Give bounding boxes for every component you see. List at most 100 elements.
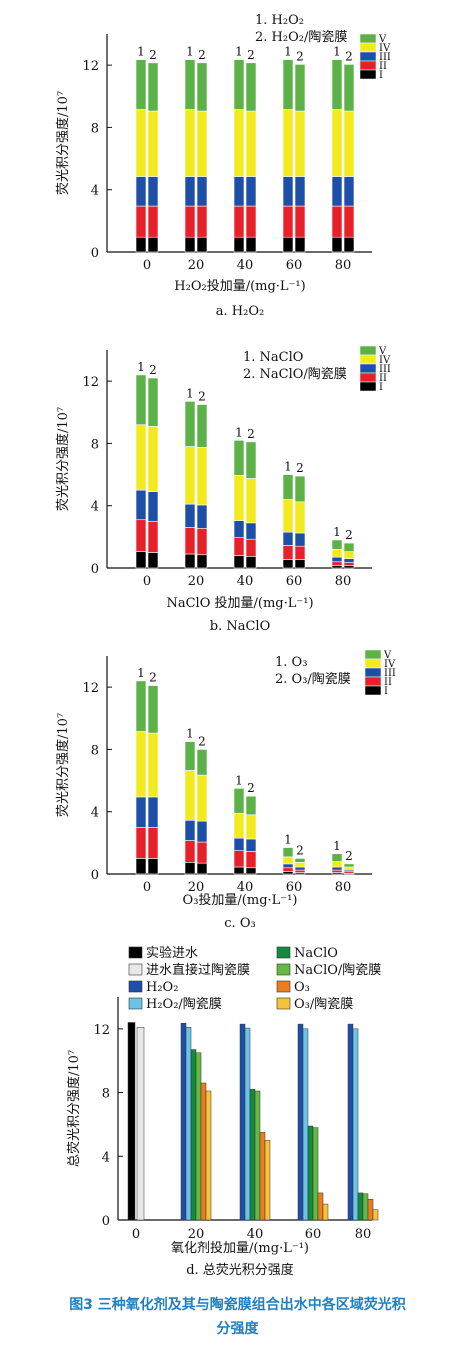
x-tick-label: 80 bbox=[335, 574, 352, 589]
stack-segment-v bbox=[282, 474, 294, 500]
total-bar bbox=[372, 1209, 379, 1221]
x-tick-label: 80 bbox=[335, 258, 352, 273]
total-bar bbox=[352, 1028, 359, 1221]
stack-segment-v bbox=[331, 539, 343, 550]
total-bar bbox=[195, 1052, 202, 1221]
legend-label: NaClO/陶瓷膜 bbox=[294, 962, 381, 978]
legend-label: NaClO bbox=[294, 946, 338, 961]
stack-segment-iii bbox=[135, 796, 147, 828]
legend-region-label: III bbox=[379, 52, 391, 63]
stack-segment-ii bbox=[233, 850, 245, 868]
stack-segment-v bbox=[233, 59, 245, 110]
bar-number-label: 1 bbox=[333, 839, 341, 853]
legend-label: 1. NaClO bbox=[243, 350, 303, 365]
bar-number-label: 2 bbox=[345, 528, 353, 542]
legend-swatch-ii bbox=[364, 676, 382, 687]
legend-swatch-iii bbox=[364, 667, 382, 678]
total-bar bbox=[367, 1199, 374, 1221]
y-tick-label: 0 bbox=[91, 246, 99, 261]
stack-segment-iv bbox=[331, 861, 343, 868]
stack-segment-iii bbox=[294, 532, 306, 547]
stack-segment-ii bbox=[282, 545, 294, 560]
bar-number-label: 1 bbox=[137, 360, 145, 374]
stack-segment-i bbox=[331, 565, 343, 569]
x-tick-label: 60 bbox=[286, 880, 303, 895]
bar-number-label: 1 bbox=[235, 773, 243, 787]
stack-segment-ii bbox=[245, 538, 257, 557]
stack-segment-v bbox=[245, 441, 257, 479]
bar-number-label: 2 bbox=[296, 461, 304, 475]
total-bar bbox=[127, 1022, 136, 1221]
y-tick-label: 0 bbox=[102, 1214, 110, 1229]
total-bar bbox=[244, 1027, 251, 1221]
legend-region-label: III bbox=[384, 668, 396, 679]
bar-number-label: 2 bbox=[247, 427, 255, 441]
legend-label: 进水直接过陶瓷膜 bbox=[146, 962, 250, 978]
legend-swatch-i bbox=[364, 685, 382, 696]
stack-segment-iii bbox=[233, 520, 245, 538]
y-tick-label: 8 bbox=[91, 437, 99, 452]
x-tick-label: 80 bbox=[335, 880, 352, 895]
stack-segment-ii bbox=[147, 520, 159, 553]
stack-segment-iii bbox=[196, 176, 208, 207]
total-bar bbox=[307, 1125, 314, 1221]
stack-segment-i bbox=[245, 236, 257, 253]
stack-segment-iii bbox=[331, 866, 343, 871]
stack-segment-ii bbox=[294, 545, 306, 560]
stack-segment-iii bbox=[233, 176, 245, 207]
legend-swatch-v bbox=[364, 649, 382, 660]
stack-segment-ii bbox=[233, 537, 245, 556]
chart-title: c. O₃ bbox=[224, 916, 255, 931]
stack-segment-iii bbox=[184, 819, 196, 841]
x-tick-label: 40 bbox=[237, 574, 254, 589]
stack-segment-ii bbox=[282, 205, 294, 238]
legend-swatch-ii bbox=[359, 60, 377, 71]
legend-region-label: III bbox=[379, 364, 391, 375]
total-bar bbox=[185, 1027, 192, 1221]
stack-segment-ii bbox=[135, 519, 147, 552]
stack-segment-i bbox=[135, 236, 147, 253]
stack-segment-iii bbox=[343, 558, 355, 563]
stack-segment-iv bbox=[282, 109, 294, 177]
stack-segment-ii bbox=[233, 205, 245, 238]
stack-segment-v bbox=[343, 542, 355, 552]
stack-segment-iii bbox=[245, 838, 257, 852]
stack-segment-ii bbox=[331, 869, 343, 873]
stack-segment-iii bbox=[343, 176, 355, 207]
stack-segment-ii bbox=[294, 869, 306, 873]
stack-segment-ii bbox=[294, 205, 306, 238]
stack-segment-v bbox=[233, 440, 245, 476]
stack-segment-iv bbox=[343, 551, 355, 559]
bar-number-label: 1 bbox=[235, 45, 243, 59]
x-axis-label: NaClO 投加量/(mg·L⁻¹) bbox=[166, 595, 313, 611]
stack-segment-v bbox=[135, 59, 147, 110]
stack-segment-iv bbox=[184, 109, 196, 177]
legend-region-label: II bbox=[379, 373, 387, 384]
legend-region-label: V bbox=[378, 346, 387, 357]
y-tick-label: 12 bbox=[82, 681, 99, 696]
stack-segment-v bbox=[294, 64, 306, 112]
total-bar bbox=[357, 1192, 364, 1221]
stack-segment-v bbox=[282, 59, 294, 110]
x-axis-label: O₃投加量/(mg·L⁻¹) bbox=[183, 892, 298, 908]
stack-segment-ii bbox=[343, 562, 355, 566]
stack-segment-i bbox=[135, 858, 147, 875]
y-tick-label: 4 bbox=[102, 1150, 110, 1165]
x-tick-label: 0 bbox=[143, 574, 151, 589]
legend-label: H₂O₂ bbox=[146, 980, 178, 995]
stack-segment-i bbox=[282, 559, 294, 569]
legend-region-label: V bbox=[383, 650, 392, 661]
bar-number-label: 1 bbox=[137, 666, 145, 680]
legend-region-label: I bbox=[379, 382, 383, 393]
stack-segment-iii bbox=[184, 503, 196, 528]
x-tick-label: 0 bbox=[143, 258, 151, 273]
y-axis-label: 总荧光积分强度/10⁷ bbox=[66, 1050, 82, 1167]
stack-segment-iv bbox=[233, 812, 245, 839]
stack-segment-iv bbox=[331, 109, 343, 177]
legend-swatch-i bbox=[359, 381, 377, 392]
stack-segment-ii bbox=[245, 205, 257, 238]
stack-segment-ii bbox=[135, 826, 147, 859]
stack-segment-iii bbox=[245, 522, 257, 540]
legend-region-label: IV bbox=[384, 659, 396, 670]
